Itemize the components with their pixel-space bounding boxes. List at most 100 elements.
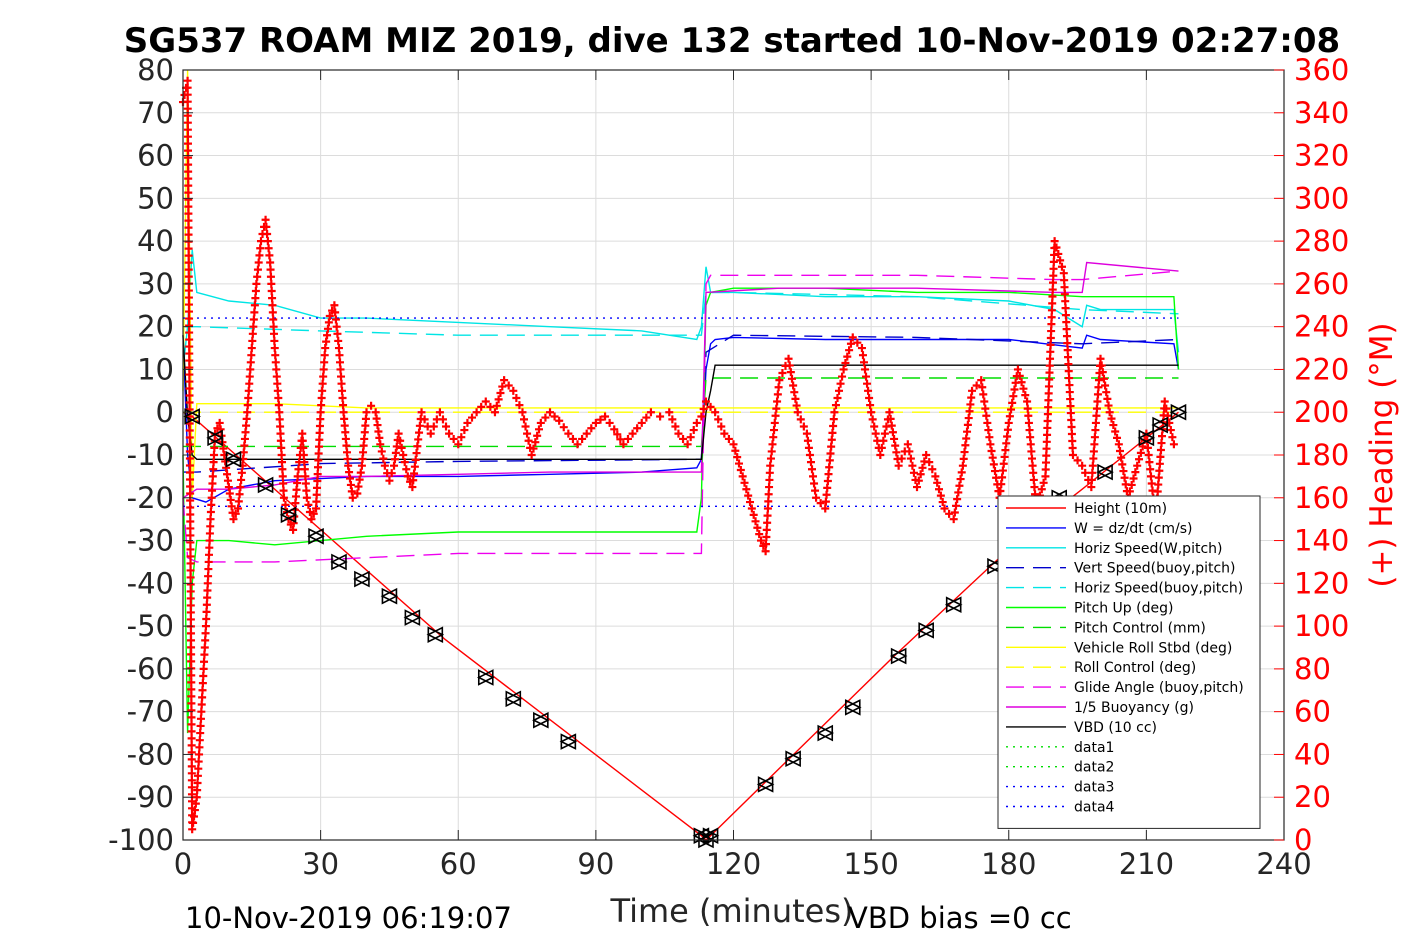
heading-point xyxy=(1066,395,1075,404)
heading-point xyxy=(977,376,986,385)
heading-point xyxy=(198,693,207,702)
heading-point xyxy=(241,428,250,437)
right-tick-label: 260 xyxy=(1294,267,1349,301)
heading-point xyxy=(751,517,760,526)
heading-point xyxy=(689,426,698,435)
heading-point xyxy=(1168,433,1177,442)
heading-point xyxy=(890,434,899,443)
heading-point xyxy=(314,456,323,465)
heading-point xyxy=(601,412,610,421)
heading-point xyxy=(829,415,838,424)
heading-point xyxy=(1062,325,1071,334)
heading-point xyxy=(197,707,206,716)
heading-point xyxy=(1025,426,1034,435)
marker-left-triangle xyxy=(380,587,398,605)
y-tick-label: 30 xyxy=(137,267,174,301)
heading-point xyxy=(972,381,981,390)
heading-point xyxy=(742,485,751,494)
heading-point xyxy=(909,468,918,477)
heading-point xyxy=(197,700,206,709)
heading-point xyxy=(313,476,322,485)
legend-entry: Height (10m) xyxy=(1074,501,1167,517)
heading-point xyxy=(184,230,193,239)
heading-point xyxy=(272,365,281,374)
heading-point xyxy=(1061,311,1070,320)
heading-point xyxy=(997,480,1006,489)
heading-point xyxy=(334,336,343,345)
heading-point xyxy=(531,438,540,447)
heading-point xyxy=(1146,472,1155,481)
marker-left-triangle xyxy=(206,429,223,447)
heading-point xyxy=(1135,455,1144,464)
heading-point xyxy=(273,379,282,388)
heading-point xyxy=(268,294,277,303)
heading-point xyxy=(1002,439,1011,448)
heading-point xyxy=(1155,466,1164,475)
heading-point xyxy=(186,608,195,617)
heading-point xyxy=(903,440,912,449)
heading-point xyxy=(317,401,326,410)
heading-point xyxy=(415,421,424,430)
footer-vbd-bias: VBD bias =0 cc xyxy=(848,901,1072,935)
heading-point xyxy=(330,301,339,310)
heading-point xyxy=(183,76,192,85)
heading-point xyxy=(292,485,301,494)
heading-point xyxy=(1044,389,1053,398)
heading-point xyxy=(185,314,194,323)
heading-point xyxy=(541,413,550,422)
y-tick-label: -10 xyxy=(127,438,174,472)
heading-point xyxy=(269,315,278,324)
y-tick-label: -30 xyxy=(127,524,174,558)
heading-point xyxy=(1021,391,1030,400)
heading-point xyxy=(1114,440,1123,449)
heading-point xyxy=(853,338,862,347)
marker-left-triangle xyxy=(559,733,577,750)
heading-point xyxy=(237,468,246,477)
heading-point xyxy=(314,442,323,451)
heading-point xyxy=(925,458,934,467)
heading-point xyxy=(454,440,463,449)
heading-point xyxy=(1158,432,1167,441)
heading-point xyxy=(277,443,286,452)
heading-point xyxy=(960,448,969,457)
heading-point xyxy=(313,483,322,492)
heading-point xyxy=(1099,374,1108,383)
heading-point xyxy=(278,472,287,481)
heading-point xyxy=(1010,385,1019,394)
heading-point xyxy=(892,448,901,457)
heading-point xyxy=(412,449,421,458)
right-tick-label: 360 xyxy=(1294,53,1349,87)
heading-point xyxy=(1037,485,1046,494)
heading-point xyxy=(582,429,591,438)
marker-left-triangle xyxy=(1169,403,1187,421)
heading-point xyxy=(250,301,259,310)
footer-timestamp: 10-Nov-2019 06:19:07 xyxy=(185,901,512,935)
heading-point xyxy=(193,778,202,787)
heading-point xyxy=(184,300,193,309)
heading-point xyxy=(512,393,521,402)
heading-point xyxy=(353,489,362,498)
heading-point xyxy=(838,372,847,381)
heading-point xyxy=(862,372,871,381)
heading-point xyxy=(293,479,302,488)
heading-point xyxy=(1045,375,1054,384)
heading-point xyxy=(803,436,812,445)
heading-point xyxy=(185,454,194,463)
heading-point xyxy=(250,308,259,317)
heading-point xyxy=(983,418,992,427)
heading-point xyxy=(764,497,773,506)
heading-point xyxy=(463,418,472,427)
heading-point xyxy=(338,393,347,402)
heading-point xyxy=(1144,451,1153,459)
heading-point xyxy=(186,615,195,624)
heading-point xyxy=(1116,446,1124,455)
heading-point xyxy=(1007,405,1016,414)
heading-point xyxy=(342,441,351,450)
heading-point xyxy=(255,251,264,260)
heading-point xyxy=(761,547,770,556)
heading-point xyxy=(701,397,710,406)
heading-point xyxy=(697,412,706,421)
heading-point xyxy=(355,475,364,484)
heading-point xyxy=(982,411,991,420)
heading-point xyxy=(183,83,192,92)
